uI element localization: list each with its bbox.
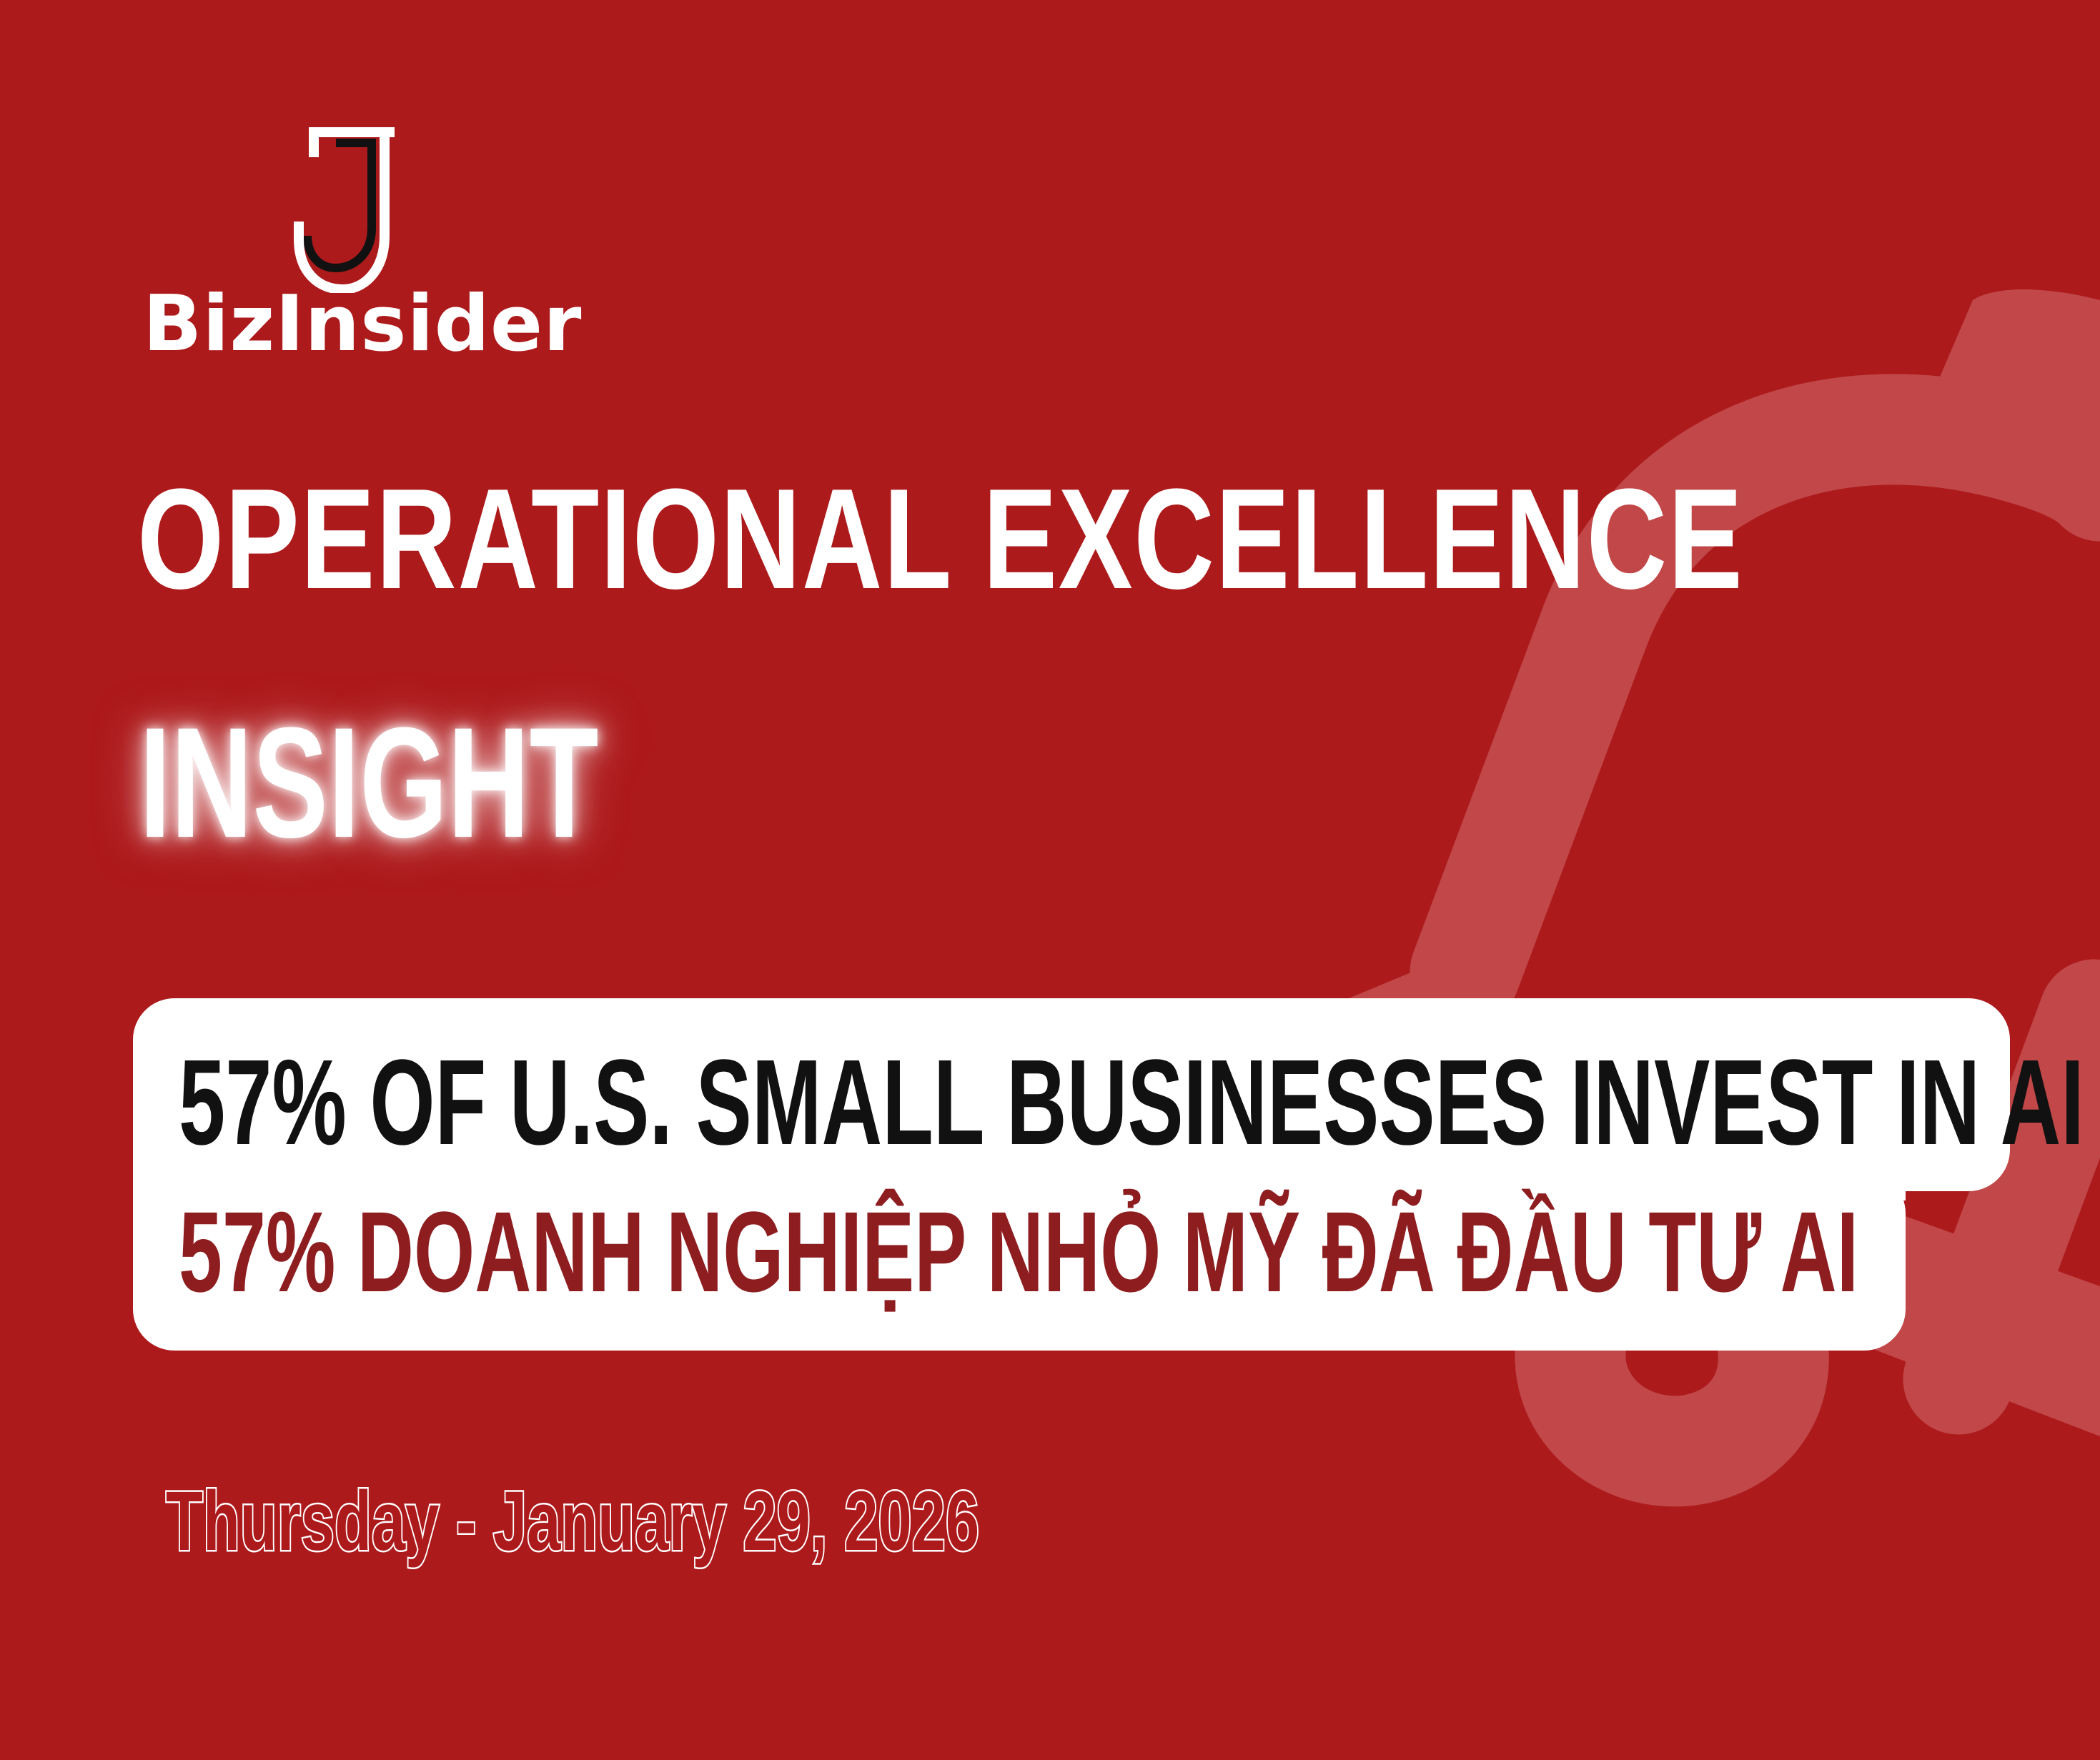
brand-logo (143, 114, 572, 372)
headline-card-top (133, 998, 2010, 1191)
page-title: OPERATIONAL EXCELLENCE (137, 459, 1744, 619)
headline-card-bottom (133, 1172, 1906, 1351)
brand-name: BizInsider (143, 279, 583, 369)
insight-tag: INSIGHT (139, 695, 599, 870)
j-letter-logo-icon (294, 127, 395, 293)
headline-english: 57% OF U.S. SMALL BUSINESSES INVEST IN A… (179, 1035, 2084, 1170)
publish-date: Thursday - January 29, 2026 (164, 1474, 981, 1568)
headline-vietnamese: 57% DOANH NGHIỆP NHỎ MỸ ĐÃ ĐẦU TƯ AI (179, 1188, 1859, 1316)
headline-card-join (133, 1172, 1906, 1200)
